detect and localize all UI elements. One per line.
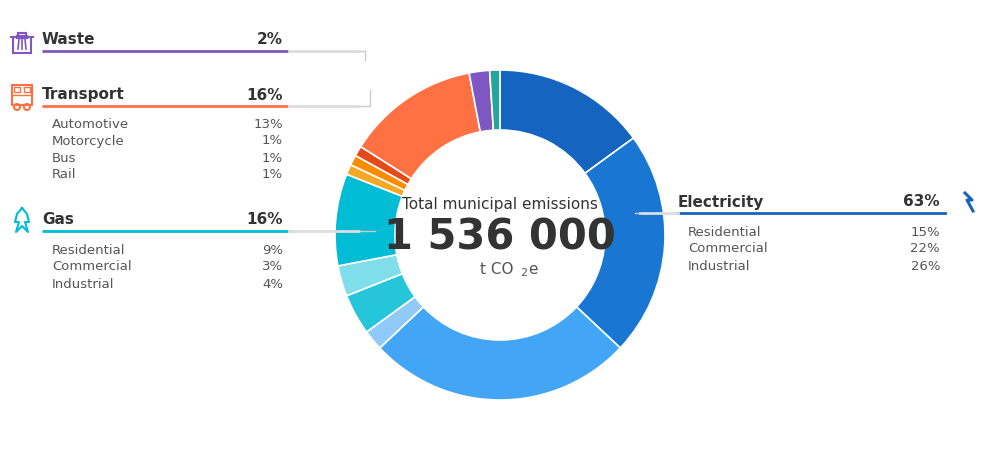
Text: Industrial: Industrial xyxy=(688,260,750,273)
Wedge shape xyxy=(361,73,480,179)
Text: e: e xyxy=(528,262,538,278)
Text: 9%: 9% xyxy=(262,243,283,256)
Bar xyxy=(24,87,30,92)
Text: 16%: 16% xyxy=(246,212,283,228)
Text: Residential: Residential xyxy=(688,225,762,238)
Wedge shape xyxy=(335,174,402,266)
Text: Rail: Rail xyxy=(52,168,76,181)
Text: Total municipal emissions: Total municipal emissions xyxy=(402,198,598,212)
Text: 63%: 63% xyxy=(903,194,940,210)
Text: Transport: Transport xyxy=(42,87,125,103)
Text: Industrial: Industrial xyxy=(52,278,114,291)
Wedge shape xyxy=(367,297,423,348)
Text: 22%: 22% xyxy=(910,243,940,256)
Text: 1%: 1% xyxy=(262,168,283,181)
Wedge shape xyxy=(490,70,500,130)
Text: 2%: 2% xyxy=(257,32,283,48)
Text: 4%: 4% xyxy=(262,278,283,291)
Text: 3%: 3% xyxy=(262,261,283,274)
Text: Gas: Gas xyxy=(42,212,74,228)
Wedge shape xyxy=(351,156,408,190)
Text: Waste: Waste xyxy=(42,32,96,48)
Text: Bus: Bus xyxy=(52,152,76,165)
Text: 16%: 16% xyxy=(246,87,283,103)
Wedge shape xyxy=(469,70,493,132)
Bar xyxy=(12,85,32,105)
Text: 15%: 15% xyxy=(910,225,940,238)
Text: Residential: Residential xyxy=(52,243,126,256)
Text: Electricity: Electricity xyxy=(678,194,764,210)
Text: Commercial: Commercial xyxy=(688,243,768,256)
Wedge shape xyxy=(347,274,415,332)
Text: Motorcycle: Motorcycle xyxy=(52,135,125,148)
Text: 2: 2 xyxy=(520,268,527,278)
Text: 1 536 000: 1 536 000 xyxy=(384,216,616,258)
Wedge shape xyxy=(380,307,620,400)
Text: 26%: 26% xyxy=(910,260,940,273)
Text: 1%: 1% xyxy=(262,135,283,148)
Wedge shape xyxy=(347,165,405,196)
Wedge shape xyxy=(577,138,665,348)
Wedge shape xyxy=(355,147,411,184)
Bar xyxy=(14,87,20,92)
Text: 1%: 1% xyxy=(262,152,283,165)
Wedge shape xyxy=(500,70,633,173)
Bar xyxy=(13,37,31,53)
Text: 13%: 13% xyxy=(253,117,283,130)
Text: Automotive: Automotive xyxy=(52,117,129,130)
Wedge shape xyxy=(338,255,402,296)
Text: t CO: t CO xyxy=(480,262,514,278)
Text: Commercial: Commercial xyxy=(52,261,132,274)
